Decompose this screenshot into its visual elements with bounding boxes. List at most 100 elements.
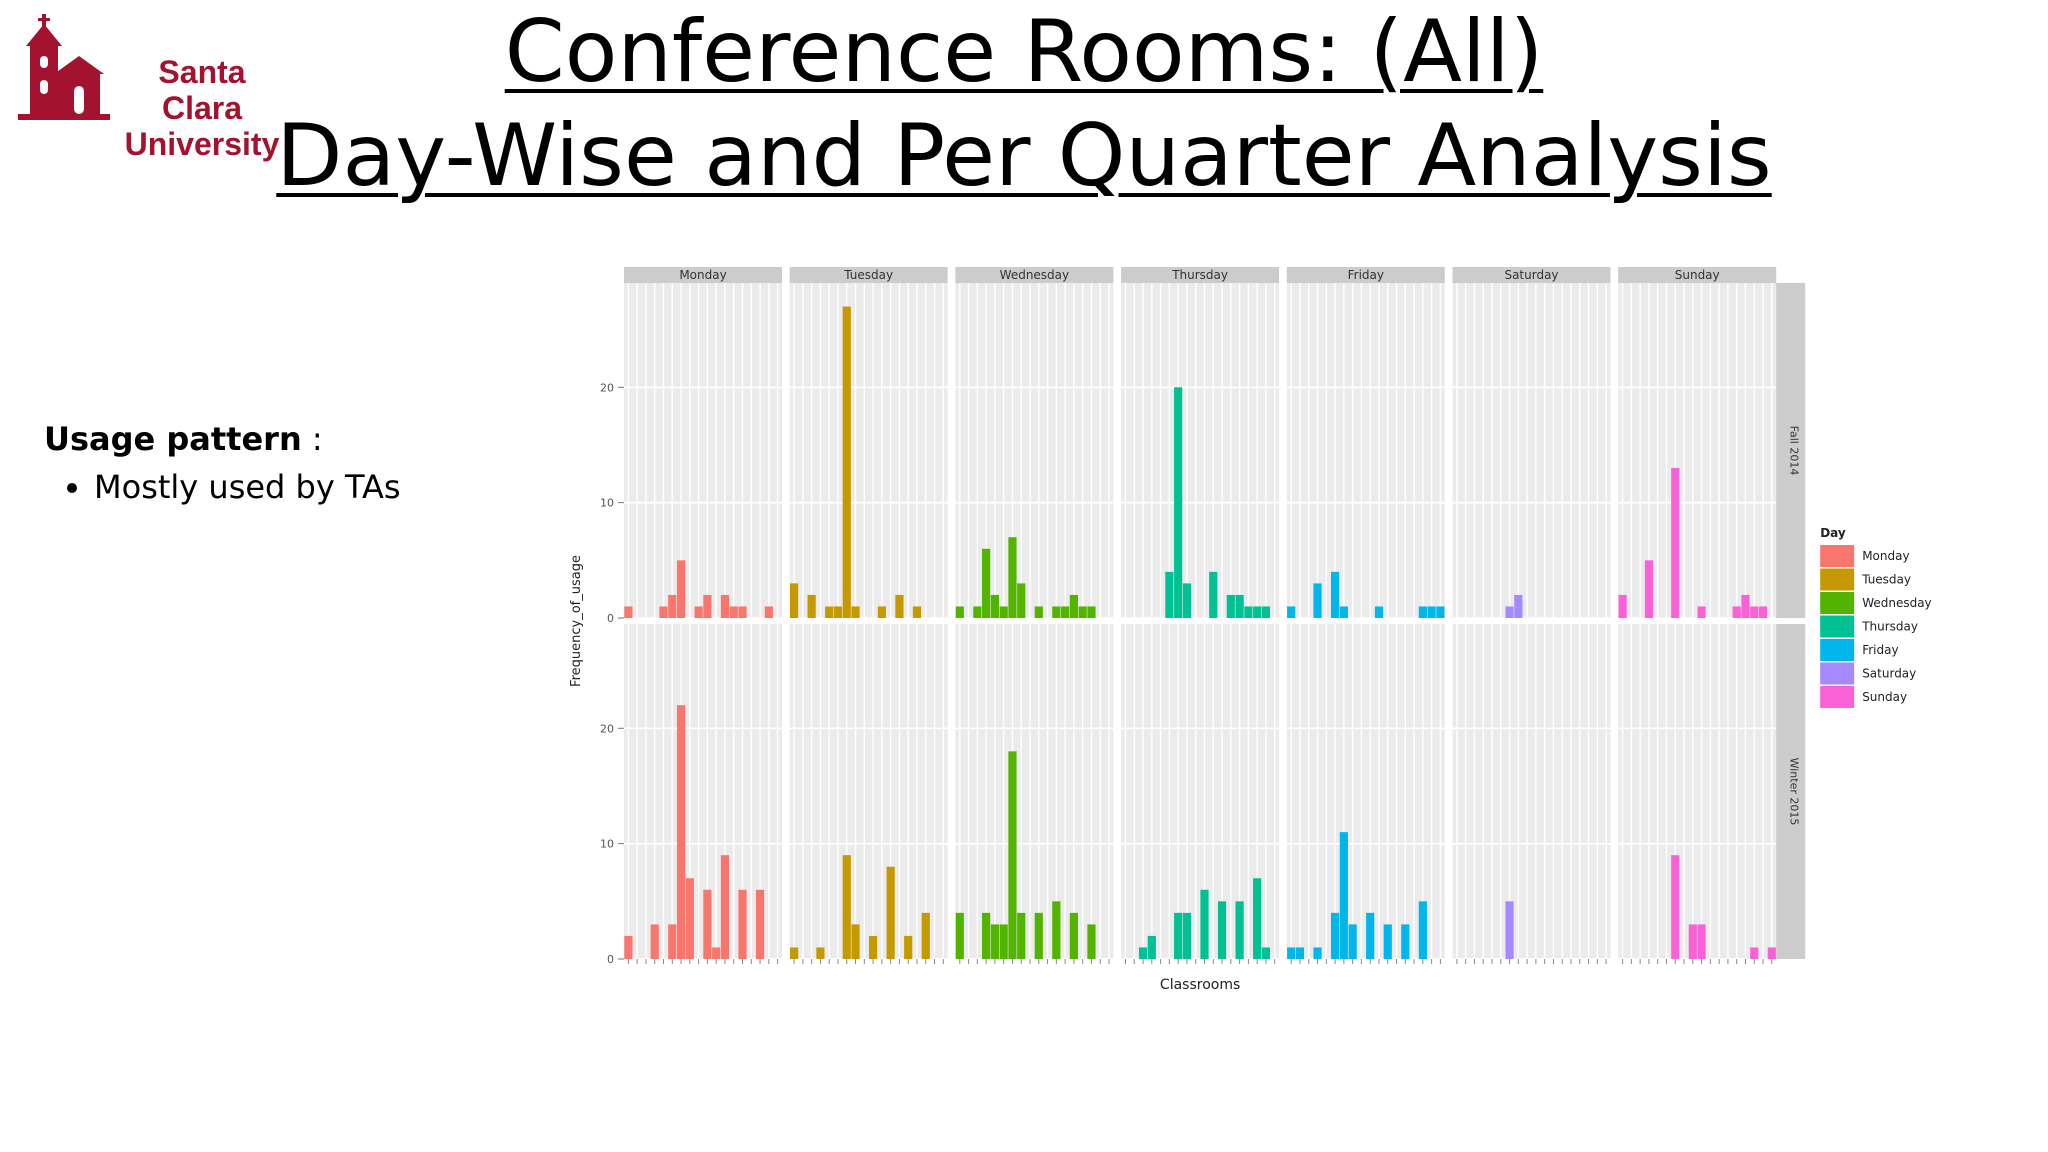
facet-strip-wednesday xyxy=(955,267,1114,283)
bar xyxy=(1339,606,1348,618)
row-strip xyxy=(1776,624,1806,959)
university-logo: Santa Clara University xyxy=(14,14,284,162)
facet-panel-bg xyxy=(624,283,782,618)
bar xyxy=(1253,606,1262,618)
bar xyxy=(755,889,765,959)
bar xyxy=(1182,583,1192,618)
bar xyxy=(790,947,799,959)
bar xyxy=(999,606,1008,618)
facet-panel-bg xyxy=(789,283,948,618)
legend-swatch-thursday xyxy=(1820,615,1855,638)
bar xyxy=(886,866,895,959)
legend-title: Day xyxy=(1820,526,1846,540)
bar xyxy=(1339,832,1348,959)
legend-label-friday: Friday xyxy=(1862,643,1898,657)
bar xyxy=(694,606,703,618)
bar xyxy=(807,594,816,618)
facet-label-thursday: Thursday xyxy=(1171,268,1228,282)
bar xyxy=(1034,606,1043,618)
notes-bullets: Mostly used by TAs xyxy=(44,464,401,510)
bar xyxy=(833,606,843,618)
bar xyxy=(1418,901,1427,959)
bar xyxy=(825,606,834,618)
bar xyxy=(1138,947,1148,959)
facet-label-wednesday: Wednesday xyxy=(1000,268,1069,282)
facet-panel-bg xyxy=(789,624,948,959)
row-strip xyxy=(1776,283,1806,618)
bar xyxy=(624,935,633,959)
bar xyxy=(624,606,633,618)
bar xyxy=(1261,606,1271,618)
bar xyxy=(1348,924,1357,959)
bar xyxy=(955,606,964,618)
bar xyxy=(1374,606,1384,618)
bar xyxy=(1505,606,1514,618)
bar xyxy=(1235,901,1244,959)
bar xyxy=(1087,924,1096,959)
x-axis-title: Classrooms xyxy=(1160,977,1240,993)
bar xyxy=(1688,924,1697,959)
y-axis-title: Frequency_of_usage xyxy=(569,555,584,687)
facet-label-sunday: Sunday xyxy=(1675,268,1720,282)
facet-label-friday: Friday xyxy=(1348,268,1384,282)
bar xyxy=(1295,947,1305,959)
bar xyxy=(1052,606,1061,618)
bar xyxy=(1182,912,1192,959)
facet-panel-bg xyxy=(1121,624,1280,959)
bar xyxy=(1017,583,1026,618)
legend-label-thursday: Thursday xyxy=(1861,620,1918,634)
mission-church-icon xyxy=(18,14,110,120)
bar xyxy=(764,606,773,618)
bar xyxy=(1505,901,1514,959)
bar xyxy=(1618,594,1627,618)
bar xyxy=(1087,606,1096,618)
bar xyxy=(816,947,825,959)
bar xyxy=(1261,947,1271,959)
bar xyxy=(1034,912,1043,959)
bar xyxy=(720,855,730,959)
bar xyxy=(1644,560,1654,618)
facet-panel-bg xyxy=(1286,283,1445,618)
facet-strip-thursday xyxy=(1121,267,1280,283)
legend-swatch-friday xyxy=(1820,639,1855,661)
y-tick-label: 0 xyxy=(607,953,614,966)
bar xyxy=(1741,594,1750,618)
bar xyxy=(1427,606,1436,618)
facet-label-tuesday: Tuesday xyxy=(843,268,893,282)
bar xyxy=(668,924,677,959)
facet-panel-bg xyxy=(1452,624,1611,959)
facet-panel-bg xyxy=(1618,283,1777,618)
y-tick-label: 0 xyxy=(607,612,614,625)
legend-swatch-tuesday xyxy=(1820,568,1855,591)
notes-bullet: Mostly used by TAs xyxy=(94,464,401,510)
bar xyxy=(712,947,721,959)
logo-line-2: University xyxy=(124,126,280,162)
slide-title: Conference Rooms: (All) Day-Wise and Per… xyxy=(0,0,2048,208)
facet-panel-bg xyxy=(955,624,1114,959)
bar xyxy=(1750,947,1759,959)
bar xyxy=(738,606,747,618)
bar xyxy=(1226,594,1235,618)
bar xyxy=(1253,878,1262,959)
y-tick-label: 20 xyxy=(600,722,614,735)
bar xyxy=(895,594,904,618)
legend-label-sunday: Sunday xyxy=(1862,690,1907,704)
bar xyxy=(990,594,999,618)
bar xyxy=(1174,387,1183,618)
bar xyxy=(990,924,999,959)
logo-line-1: Santa Clara xyxy=(158,54,246,126)
bar xyxy=(982,912,991,959)
bar xyxy=(1209,571,1218,618)
bar xyxy=(1514,594,1523,618)
bar xyxy=(1436,606,1445,618)
facet-label-monday: Monday xyxy=(679,268,726,282)
bar xyxy=(1217,901,1227,959)
faceted-bar-chart: Monday Tuesday Wednesday Thursday Friday Satu… xyxy=(560,262,1980,1002)
title-line-2: Day-Wise and Per Quarter Analysis xyxy=(276,106,1772,206)
bar xyxy=(1244,606,1253,618)
bar xyxy=(851,606,860,618)
bar xyxy=(1401,924,1410,959)
bar xyxy=(999,924,1008,959)
bar xyxy=(1383,924,1392,959)
facet-label-saturday: Saturday xyxy=(1504,268,1558,282)
